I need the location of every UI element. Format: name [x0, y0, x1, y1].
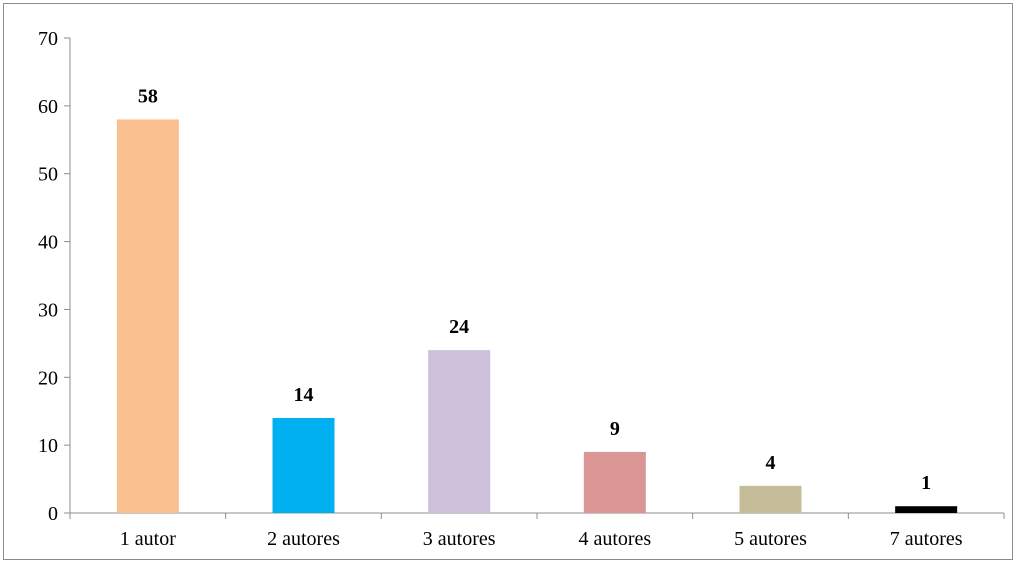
x-tick-label: 4 autores	[578, 528, 651, 550]
y-tick-label: 50	[38, 164, 58, 186]
bar-4	[583, 451, 646, 513]
bar-1	[116, 119, 179, 513]
data-label: 14	[294, 384, 314, 406]
bar-5	[739, 485, 802, 513]
y-tick-label: 20	[38, 367, 58, 389]
x-tick-label: 1 autor	[120, 528, 176, 550]
bar-6	[895, 506, 958, 513]
x-tick-label: 5 autores	[734, 528, 807, 550]
data-label: 1	[921, 472, 931, 494]
bar-3	[428, 350, 491, 513]
y-tick-label: 70	[38, 28, 58, 50]
y-tick-label: 10	[38, 435, 58, 457]
x-tick-label: 7 autores	[890, 528, 963, 550]
y-tick-label: 40	[38, 232, 58, 254]
x-axis: 1 autor 2 autores 3 autores 4 autores 5 auto…	[69, 512, 1005, 550]
data-labels: 58 14 24 9 4 1	[138, 85, 931, 494]
bar-2	[272, 418, 335, 513]
y-tick-label: 30	[38, 299, 58, 321]
y-tick-label: 0	[48, 503, 58, 525]
data-label: 24	[449, 316, 469, 338]
x-tick-label: 2 autores	[267, 528, 340, 550]
data-label: 4	[766, 452, 776, 474]
bars	[116, 119, 958, 513]
x-tick-label: 3 autores	[423, 528, 496, 550]
data-label: 9	[610, 418, 620, 440]
y-tick-label: 60	[38, 96, 58, 118]
data-label: 58	[138, 85, 158, 107]
y-axis: 0 10 20 30 40 50 60 70	[38, 28, 71, 525]
